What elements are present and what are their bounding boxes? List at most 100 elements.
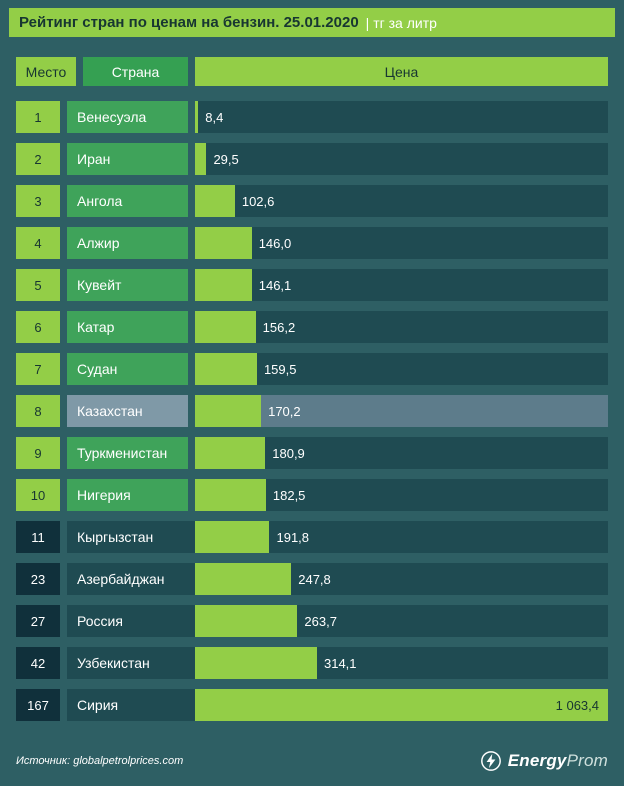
table-row: 23 Азербайджан 247,8 <box>16 563 608 595</box>
price-bar-track: 170,2 <box>195 395 608 427</box>
table-row: 9 Туркменистан 180,9 <box>16 437 608 469</box>
table-row: 167 Сирия 1 063,4 <box>16 689 608 721</box>
rank-badge: 10 <box>16 479 60 511</box>
country-label: Иран <box>67 143 188 175</box>
unit-label: | тг за литр <box>365 14 437 31</box>
price-bar <box>195 605 298 637</box>
table-row: 27 Россия 263,7 <box>16 605 608 637</box>
country-label: Узбекистан <box>67 647 195 679</box>
brand-name-light: Prom <box>566 751 608 770</box>
country-label: Кыргызстан <box>67 521 195 553</box>
price-value: 170,2 <box>268 403 301 419</box>
price-bar <box>195 353 257 385</box>
rank-badge: 7 <box>16 353 60 385</box>
price-bar <box>195 269 252 301</box>
rank-badge: 4 <box>16 227 60 259</box>
table-row: 3 Ангола 102,6 <box>16 185 608 217</box>
price-value: 1 063,4 <box>555 697 599 713</box>
source-note: Источник: globalpetrolprices.com <box>16 755 184 767</box>
price-bar-track: 182,5 <box>195 479 608 511</box>
energyprom-logo: EnergyProm <box>480 750 608 772</box>
table-row: 2 Иран 29,5 <box>16 143 608 175</box>
rank-badge: 167 <box>16 689 60 721</box>
rank-badge: 23 <box>16 563 60 595</box>
price-bar <box>195 311 256 343</box>
table-row: 11 Кыргызстан 191,8 <box>16 521 608 553</box>
table-row: 10 Нигерия 182,5 <box>16 479 608 511</box>
table-row: 6 Катар 156,2 <box>16 311 608 343</box>
footer: Источник: globalpetrolprices.com EnergyP… <box>16 748 608 774</box>
price-bar-track: 180,9 <box>195 437 608 469</box>
price-value: 8,4 <box>205 109 224 125</box>
country-label: Кувейт <box>67 269 188 301</box>
price-bar <box>195 437 266 469</box>
title-bar: Рейтинг стран по ценам на бензин. 25.01.… <box>9 8 615 37</box>
country-label: Ангола <box>67 185 188 217</box>
country-label: Венесуэла <box>67 101 188 133</box>
rank-badge: 2 <box>16 143 60 175</box>
price-bar-track: 146,0 <box>195 227 608 259</box>
price-bar-track: 146,1 <box>195 269 608 301</box>
price-bar-track: 314,1 <box>195 647 608 679</box>
rank-badge: 11 <box>16 521 60 553</box>
country-label: Судан <box>67 353 188 385</box>
country-label: Азербайджан <box>67 563 195 595</box>
table-row: 42 Узбекистан 314,1 <box>16 647 608 679</box>
lightning-icon <box>480 751 501 771</box>
price-value: 314,1 <box>323 655 357 671</box>
price-bar <box>195 185 235 217</box>
table-row: 7 Судан 159,5 <box>16 353 608 385</box>
price-bar <box>195 647 317 679</box>
price-bar-track: 102,6 <box>195 185 608 217</box>
price-value: 102,6 <box>241 193 275 209</box>
country-label: Нигерия <box>67 479 188 511</box>
price-bar-track: 8,4 <box>195 101 608 133</box>
price-bar <box>195 521 270 553</box>
price-value: 146,1 <box>258 277 292 293</box>
price-value: 29,5 <box>213 151 239 167</box>
table-row: 1 Венесуэла 8,4 <box>16 101 608 133</box>
price-value: 182,5 <box>272 487 306 503</box>
price-value: 156,2 <box>262 319 296 335</box>
price-value: 191,8 <box>276 529 310 545</box>
price-bar-track: 29,5 <box>195 143 608 175</box>
brand-name-bold: Energy <box>507 751 567 770</box>
price-bar <box>195 479 266 511</box>
table-header: Место Страна Цена <box>16 57 608 86</box>
price-value: 159,5 <box>263 361 297 377</box>
price-bar <box>195 101 199 133</box>
column-header-price: Цена <box>195 57 608 86</box>
column-header-rank: Место <box>16 57 76 86</box>
price-value: 263,7 <box>304 613 337 629</box>
rank-badge: 8 <box>16 395 60 427</box>
brand-name: EnergyProm <box>508 751 608 771</box>
country-label: Катар <box>67 311 188 343</box>
country-label: Россия <box>67 605 195 637</box>
price-bar-track: 1 063,4 <box>195 689 608 721</box>
price-bar-track: 263,7 <box>195 605 608 637</box>
rank-badge: 42 <box>16 647 60 679</box>
price-bar <box>195 689 608 721</box>
page-title: Рейтинг стран по ценам на бензин. 25.01.… <box>19 14 359 31</box>
price-bar-track: 191,8 <box>195 521 608 553</box>
price-bar-track: 156,2 <box>195 311 608 343</box>
price-bar-track: 247,8 <box>195 563 608 595</box>
table-row: 5 Кувейт 146,1 <box>16 269 608 301</box>
price-value: 146,0 <box>258 235 292 251</box>
country-label: Алжир <box>67 227 188 259</box>
price-bar <box>195 395 262 427</box>
table-row: 4 Алжир 146,0 <box>16 227 608 259</box>
table-row: 8 Казахстан 170,2 <box>16 395 608 427</box>
rank-badge: 6 <box>16 311 60 343</box>
price-value: 247,8 <box>298 571 331 587</box>
column-header-country: Страна <box>83 57 188 86</box>
price-bar-track: 159,5 <box>195 353 608 385</box>
country-label: Туркменистан <box>67 437 188 469</box>
price-bar <box>195 563 292 595</box>
country-label: Казахстан <box>67 395 188 427</box>
price-value: 180,9 <box>272 445 305 461</box>
rank-badge: 1 <box>16 101 60 133</box>
rank-badge: 5 <box>16 269 60 301</box>
ranking-rows: 1 Венесуэла 8,4 2 Иран 29,5 3 Ангола 102… <box>16 101 608 721</box>
